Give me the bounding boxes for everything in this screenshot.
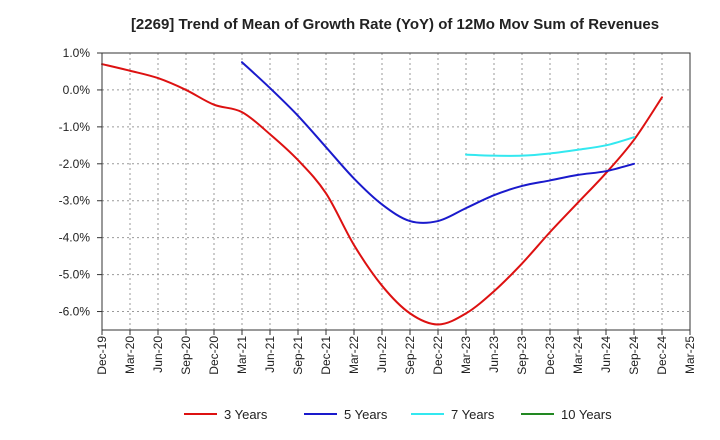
x-tick-label: Sep-24: [627, 336, 641, 375]
x-tick-label: Mar-22: [347, 336, 361, 374]
x-tick-label: Dec-21: [319, 336, 333, 375]
series-line-5-years: [241, 61, 635, 224]
x-tick-label: Jun-23: [487, 336, 501, 373]
y-tick-label: 1.0%: [63, 46, 91, 60]
chart-title: [2269] Trend of Mean of Growth Rate (YoY…: [131, 16, 659, 33]
plot-frame: [101, 52, 691, 331]
x-tick-label: Sep-23: [515, 336, 529, 375]
x-tick-label: Jun-24: [599, 336, 613, 373]
y-tick-label: -3.0%: [59, 194, 91, 208]
grid-layer: [101, 52, 691, 330]
series-layer: [101, 61, 663, 326]
x-tick-label: Jun-22: [375, 336, 389, 373]
y-tick-label: -6.0%: [59, 305, 91, 319]
x-tick-label: Dec-22: [431, 336, 445, 375]
legend-label-10-years: 10 Years: [561, 407, 612, 422]
x-tick-label: Dec-24: [655, 336, 669, 375]
legend: 3 Years 5 Years 7 Years 10 Years: [184, 407, 612, 422]
x-tick-label: Sep-20: [179, 336, 193, 375]
legend-label-3-years: 3 Years: [224, 407, 268, 422]
series-line-3-years: [101, 63, 663, 326]
x-tick-label: Jun-21: [263, 336, 277, 373]
x-tick-label: Mar-24: [571, 336, 585, 374]
y-tick-label: -1.0%: [59, 120, 91, 134]
x-tick-label: Mar-25: [683, 336, 697, 374]
x-tick-labels: Dec-19 Mar-20 Jun-20 Sep-20 Dec-20 Mar-21 Jun-…: [95, 330, 697, 375]
y-tick-labels: 1.0% 0.0% -1.0% -2.0% -3.0% -4.0% -5.0% -6.0%: [59, 46, 102, 319]
x-tick-label: Jun-20: [151, 336, 165, 373]
x-tick-label: Dec-19: [95, 336, 109, 375]
y-tick-label: -5.0%: [59, 268, 91, 282]
x-tick-label: Sep-22: [403, 336, 417, 375]
y-tick-label: -2.0%: [59, 157, 91, 171]
legend-label-5-years: 5 Years: [344, 407, 388, 422]
x-tick-label: Mar-23: [459, 336, 473, 374]
x-tick-label: Mar-20: [123, 336, 137, 374]
x-tick-label: Dec-23: [543, 336, 557, 375]
x-tick-label: Mar-21: [235, 336, 249, 374]
y-tick-label: 0.0%: [63, 83, 91, 97]
x-tick-label: Dec-20: [207, 336, 221, 375]
y-tick-label: -4.0%: [59, 231, 91, 245]
x-tick-label: Sep-21: [291, 336, 305, 375]
legend-label-7-years: 7 Years: [451, 407, 495, 422]
series-line-7-years: [465, 136, 635, 157]
